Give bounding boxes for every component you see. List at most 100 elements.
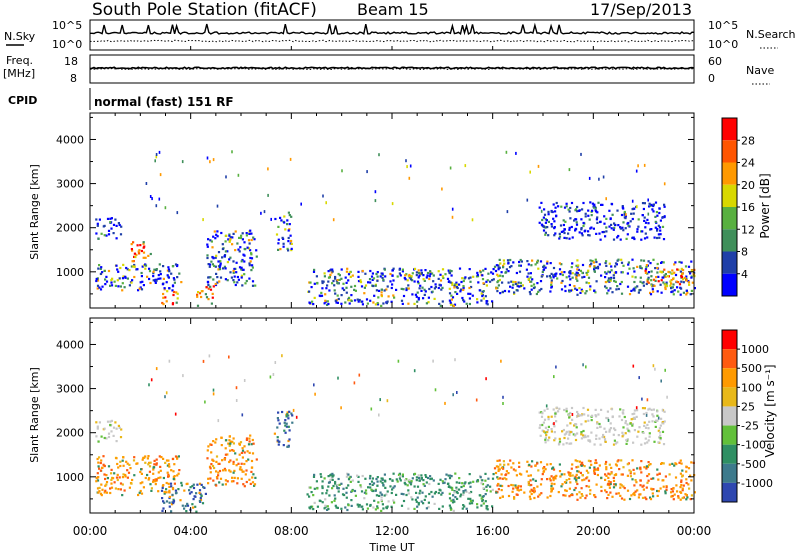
data-cell (433, 297, 436, 300)
data-cell (619, 226, 622, 229)
data-cell (326, 284, 329, 287)
data-cell (198, 499, 201, 503)
data-cell (578, 231, 581, 234)
data-cell (116, 478, 119, 482)
data-cell (583, 478, 586, 481)
data-cell (255, 249, 258, 252)
data-cell (286, 223, 289, 226)
data-cell (380, 493, 383, 496)
data-cell (688, 487, 691, 490)
data-cell (468, 286, 471, 290)
data-cell (250, 257, 254, 260)
data-cell (610, 203, 614, 206)
data-cell (482, 269, 485, 272)
data-cell (448, 299, 451, 302)
data-cell (644, 221, 648, 224)
data-cell (655, 419, 658, 422)
data-cell (98, 264, 101, 267)
data-cell (635, 169, 638, 173)
data-cell (680, 484, 683, 487)
data-cell (616, 441, 619, 444)
data-cell (501, 495, 504, 498)
data-cell (237, 278, 240, 281)
data-cell (434, 283, 437, 286)
data-cell (626, 427, 629, 430)
data-cell (687, 467, 691, 470)
data-cell (212, 278, 215, 281)
data-cell (626, 272, 629, 275)
data-cell (652, 258, 655, 261)
data-cell (682, 496, 685, 499)
data-cell (131, 249, 134, 252)
data-cell (168, 495, 171, 498)
data-cell (217, 251, 221, 254)
data-cell (516, 289, 519, 292)
data-cell (600, 489, 603, 493)
data-cell (289, 234, 292, 237)
data-cell (603, 222, 606, 225)
data-cell (575, 223, 579, 226)
data-cell (621, 431, 624, 434)
data-cell (640, 259, 643, 262)
data-cell (541, 429, 544, 432)
data-cell (507, 494, 511, 498)
data-cell (138, 249, 141, 252)
data-cell (327, 270, 330, 273)
data-cell (255, 255, 258, 258)
data-cell (132, 260, 135, 263)
data-cell (537, 164, 540, 168)
data-cell (665, 282, 668, 285)
data-cell (206, 449, 209, 452)
data-cell (113, 472, 116, 475)
data-cell (433, 492, 436, 495)
data-cell (427, 501, 430, 504)
data-cell (174, 455, 178, 458)
data-cell (663, 205, 666, 208)
data-cell (505, 268, 508, 271)
data-cell (565, 237, 568, 240)
data-cell (484, 493, 487, 496)
data-cell (169, 482, 173, 485)
data-cell (530, 288, 533, 291)
data-cell (621, 271, 624, 274)
data-cell (447, 280, 450, 283)
data-cell (391, 202, 394, 206)
data-cell (644, 496, 647, 499)
data-cell (519, 264, 522, 267)
data-cell (540, 275, 543, 278)
data-cell (607, 493, 610, 496)
nsearch-trace (89, 39, 695, 43)
data-cell (198, 489, 202, 492)
data-cell (648, 202, 651, 205)
data-cell (334, 277, 337, 280)
data-cell (575, 480, 578, 483)
data-cell (196, 295, 199, 298)
data-cell (577, 414, 580, 417)
data-cell (570, 467, 573, 470)
data-cell (656, 227, 659, 231)
data-cell (615, 288, 618, 291)
data-cell (283, 421, 286, 424)
data-cell (568, 275, 571, 278)
data-cell (274, 217, 277, 221)
data-cell (558, 237, 561, 240)
data-cell (176, 297, 179, 300)
data-cell (530, 488, 533, 491)
data-cell (632, 288, 635, 291)
data-cell (617, 492, 620, 495)
data-cell (563, 481, 567, 484)
data-cell (110, 472, 113, 475)
data-cell (593, 468, 596, 471)
data-cell (658, 226, 662, 229)
data-cell (531, 489, 534, 492)
data-cell (371, 483, 374, 486)
data-cell (562, 494, 565, 497)
data-cell (553, 422, 555, 426)
data-cell (600, 485, 603, 488)
data-cell (645, 467, 648, 470)
data-cell (542, 229, 546, 232)
data-cell (195, 510, 198, 513)
data-cell (115, 427, 118, 430)
data-cell (372, 482, 376, 485)
